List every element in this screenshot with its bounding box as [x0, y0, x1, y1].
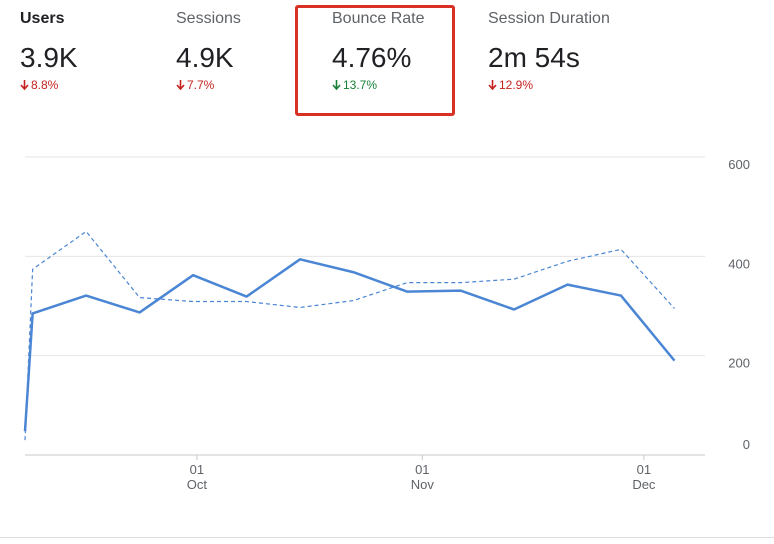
metric-card[interactable]: Bounce Rate 4.76% 13.7% [332, 10, 482, 92]
metric-label: Bounce Rate [332, 10, 425, 27]
metric-card[interactable]: Sessions 4.9K 7.7% [176, 10, 326, 92]
metric-change: 12.9% [499, 78, 534, 92]
metric-change: 7.7% [187, 78, 215, 92]
series-line [24, 230, 675, 441]
highlight-box [295, 5, 455, 116]
down-arrow [20, 79, 29, 90]
y-tick-label: 0 [743, 437, 750, 452]
metric-value: 4.76% [332, 42, 412, 73]
metric-label: Session Duration [488, 10, 610, 27]
metric-card[interactable]: Session Duration 2m 54s 12.9% [488, 10, 688, 92]
divider [0, 537, 774, 538]
y-tick-label: 200 [728, 356, 750, 371]
y-tick-label: 600 [728, 157, 750, 172]
x-tick-label: 01 Nov [410, 462, 434, 492]
metric-value: 2m 54s [488, 42, 580, 73]
down-arrow [488, 79, 497, 90]
series-line [23, 258, 676, 432]
down-arrow [332, 79, 341, 90]
metric-label: Sessions [176, 10, 241, 27]
x-tick-label: 01 Oct [186, 462, 208, 492]
metric-value: 3.9K [20, 42, 78, 73]
metric-change: 8.8% [31, 78, 59, 92]
metric-change: 13.7% [343, 78, 378, 92]
y-tick-label: 400 [728, 256, 750, 271]
metric-label: Users [20, 10, 65, 27]
down-arrow [176, 79, 185, 90]
x-tick-label: 01 Dec [632, 462, 656, 492]
metric-value: 4.9K [176, 42, 234, 73]
metric-card[interactable]: Users 3.9K 8.8% [20, 10, 170, 92]
